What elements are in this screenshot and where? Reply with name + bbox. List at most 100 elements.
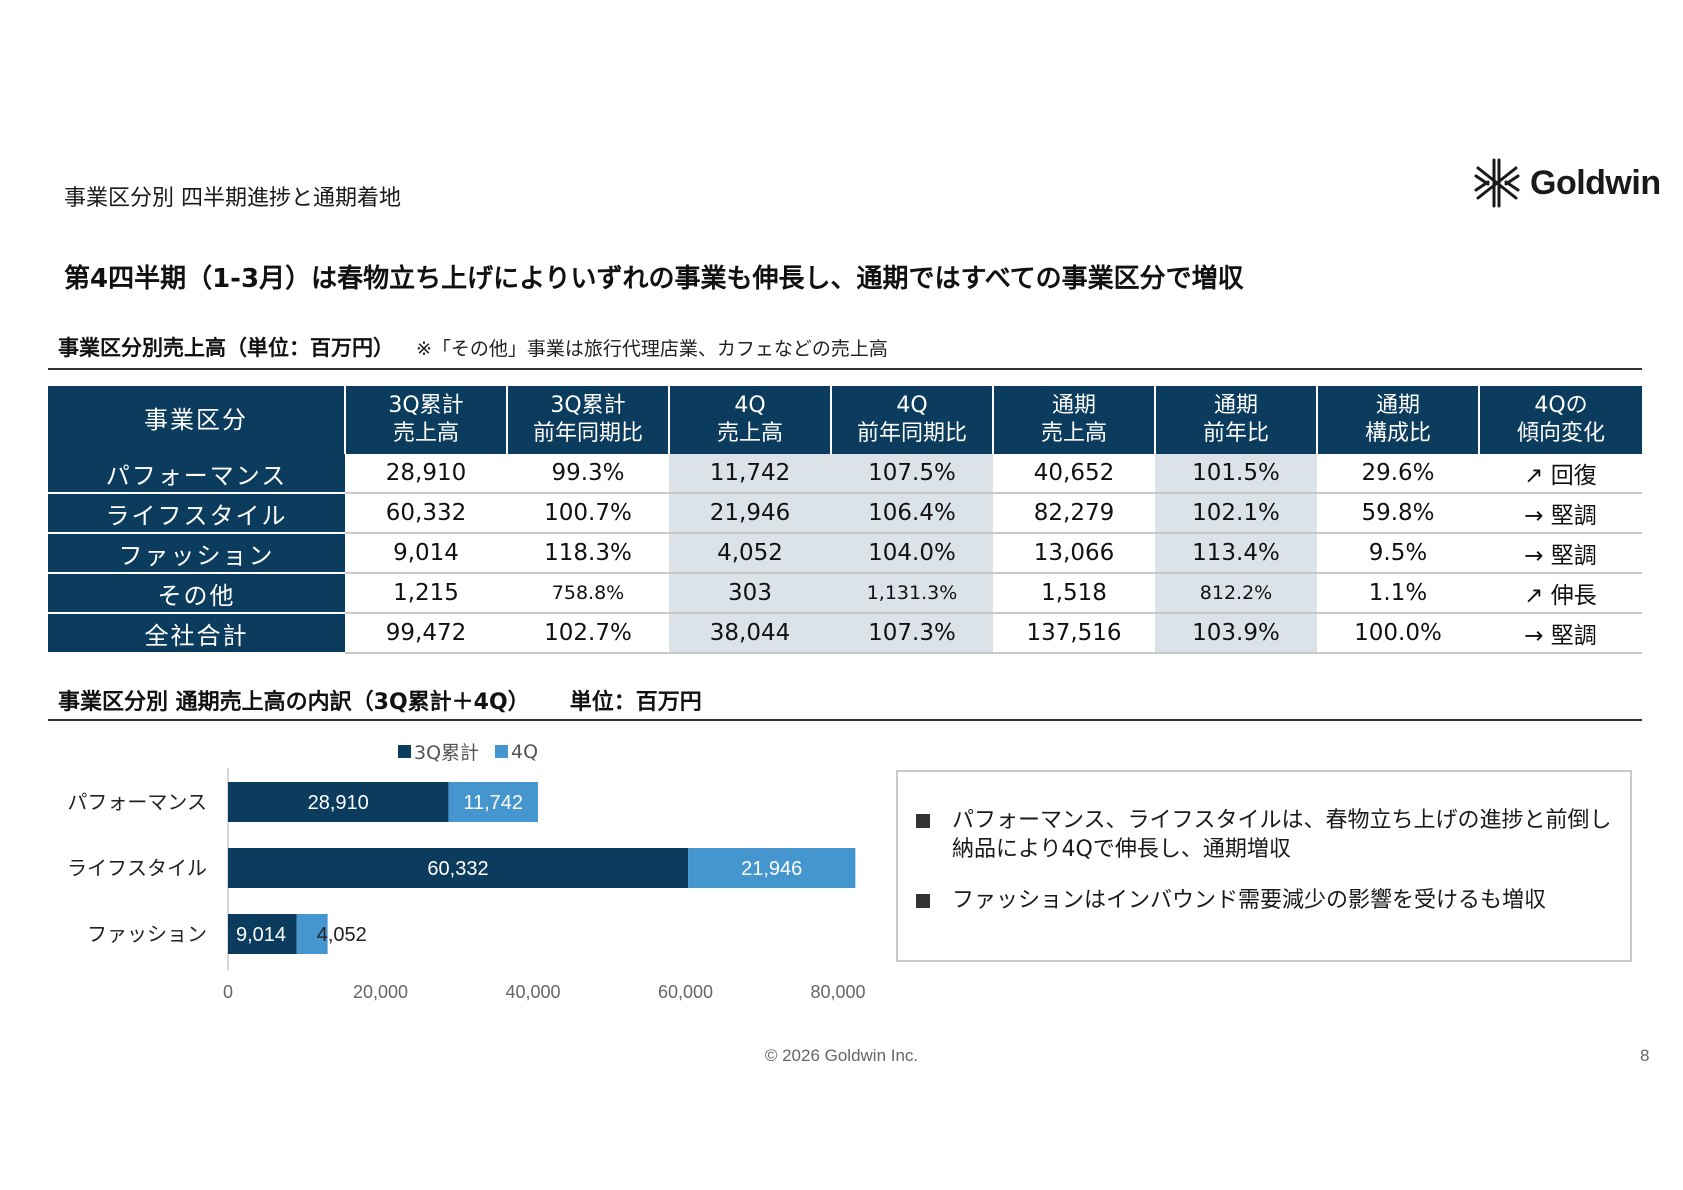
value-cell: 107.3% [831, 613, 993, 654]
chart-section-title: 事業区分別 通期売上高の内訳（3Q累計＋4Q） 単位：百万円 [58, 684, 702, 716]
value-cell: 11,742 [669, 454, 831, 494]
table-title-rule [48, 368, 1642, 370]
table-row: 全社合計 99,472 102.7% 38,044 107.3% 137,516 103.9… [48, 613, 1642, 654]
x-tick-label: 80,000 [810, 982, 865, 1002]
x-tick-label: 40,000 [505, 982, 560, 1002]
value-cell: 13,066 [993, 533, 1155, 574]
value-cell: 9.5% [1317, 533, 1479, 574]
table-section-title: 事業区分別売上高（単位：百万円） ※「その他」事業は旅行代理店業、カフェなどの売上… [58, 332, 888, 362]
value-cell: 118.3% [507, 533, 669, 574]
value-cell: 38,044 [669, 613, 831, 654]
category-label: パフォーマンス [67, 790, 207, 814]
segment-name-cell: その他 [48, 573, 345, 614]
category-label: ファッション [87, 922, 207, 946]
header-cell: 通期 売上高 [993, 386, 1156, 454]
segment-name-cell: パフォーマンス [48, 454, 345, 494]
segment-sales-table: 事業区分 3Q累計 売上高 3Q累計 前年同期比 4Q 売上高 4Q 前年同期比 通期 売… [48, 386, 1642, 654]
header-cell: 3Q累計 前年同期比 [507, 386, 670, 454]
goldwin-logo: Goldwin [1472, 155, 1662, 211]
header-cell: 通期 構成比 [1317, 386, 1480, 454]
value-cell: 99,472 [345, 613, 507, 654]
legend-swatch-4q [495, 745, 509, 758]
table-header-row: 事業区分 3Q累計 売上高 3Q累計 前年同期比 4Q 売上高 4Q 前年同期比 通期 売… [48, 386, 1642, 454]
header-segment: 事業区分 [48, 386, 346, 454]
value-cell: 113.4% [1155, 533, 1317, 574]
value-cell: 28,910 [345, 454, 507, 494]
value-cell: 60,332 [345, 493, 507, 534]
copyright: © 2026 Goldwin Inc. [764, 1046, 919, 1065]
trend-cell: → 堅調 [1479, 613, 1642, 654]
chart-unit: 単位：百万円 [569, 690, 702, 715]
bar-4q [688, 848, 856, 888]
value-cell: 59.8% [1317, 493, 1479, 534]
value-cell: 102.1% [1155, 493, 1317, 534]
value-cell: 100.0% [1317, 613, 1479, 654]
table-body: パフォーマンス 28,910 99.3% 11,742 107.5% 40,652 101.… [48, 454, 1642, 654]
value-cell: 107.5% [831, 454, 993, 494]
value-cell: 1,518 [993, 573, 1155, 614]
note-text: パフォーマンス、ライフスタイルは、春物立ち上げの進捗と前倒し納品により4Qで伸長… [952, 808, 1612, 862]
value-cell: 1,215 [345, 573, 507, 614]
value-cell: 106.4% [831, 493, 993, 534]
section-label: 事業区分別 四半期進捗と通期着地 [64, 186, 401, 211]
segment-name-cell: ライフスタイル [48, 493, 345, 534]
value-cell: 100.7% [507, 493, 669, 534]
square-bullet-icon [916, 814, 930, 828]
value-cell: 104.0% [831, 533, 993, 574]
logo-wordmark: Goldwin [1530, 163, 1661, 202]
bar-4q [296, 914, 328, 954]
value-cell: 1,131.3% [831, 573, 993, 614]
value-cell: 9,014 [345, 533, 507, 574]
breakdown-bar-chart: パフォーマンス 28,910 11,742 ライフスタイル 60,332 21,946 ファ… [67, 768, 866, 1002]
header-cell: 4Q 前年同期比 [831, 386, 994, 454]
x-tick-label: 60,000 [658, 982, 713, 1002]
value-cell: 1.1% [1317, 573, 1479, 614]
bar-value-label: 11,742 [463, 792, 523, 814]
chart-legend: 3Q累計 4Q [398, 738, 538, 765]
trend-cell: → 堅調 [1479, 493, 1642, 534]
table-row: ライフスタイル 60,332 100.7% 21,946 106.4% 82,279 102… [48, 493, 1642, 534]
value-cell: 21,946 [669, 493, 831, 534]
headline: 第4四半期（1-3月）は春物立ち上げによりいずれの事業も伸長し、通期ではすべての… [64, 264, 1244, 294]
bar-4q [448, 782, 538, 822]
header-cell: 4Q 売上高 [669, 386, 832, 454]
bar-value-label: 4,052 [317, 924, 367, 946]
value-cell: 102.7% [507, 613, 669, 654]
bar-3q [228, 914, 297, 954]
header-cell: 通期 前年比 [1155, 386, 1318, 454]
trend-cell: ↗ 伸長 [1479, 573, 1642, 614]
legend-label-4q: 4Q [511, 740, 539, 763]
value-cell: 29.6% [1317, 454, 1479, 494]
value-cell: 812.2% [1155, 573, 1317, 614]
value-cell: 303 [669, 573, 831, 614]
trend-cell: ↗ 回復 [1479, 454, 1642, 494]
chart-title: 事業区分別 通期売上高の内訳（3Q累計＋4Q） [58, 690, 530, 715]
bar-value-label: 21,946 [741, 858, 802, 880]
chart-title-rule [48, 719, 1642, 721]
table-row: パフォーマンス 28,910 99.3% 11,742 107.5% 40,652 101.… [48, 454, 1642, 494]
table-title: 事業区分別売上高（単位：百万円） [58, 336, 394, 360]
value-cell: 103.9% [1155, 613, 1317, 654]
value-cell: 82,279 [993, 493, 1155, 534]
segment-name-cell: ファッション [48, 533, 345, 574]
value-cell: 40,652 [993, 454, 1155, 494]
notes-box: パフォーマンス、ライフスタイルは、春物立ち上げの進捗と前倒し納品により4Qで伸長… [896, 770, 1632, 962]
legend-label-3q: 3Q累計 [414, 742, 480, 764]
value-cell: 758.8% [507, 573, 669, 614]
value-cell: 137,516 [993, 613, 1155, 654]
trend-cell: → 堅調 [1479, 533, 1642, 574]
value-cell: 101.5% [1155, 454, 1317, 494]
table-row: その他 1,215 758.8% 303 1,131.3% 1,518 812.2% 1.1%… [48, 573, 1642, 614]
square-bullet-icon [916, 894, 930, 908]
bar-value-label: 28,910 [308, 792, 369, 814]
bar-value-label: 60,332 [427, 858, 488, 880]
header-cell: 3Q累計 売上高 [345, 386, 508, 454]
note-item: パフォーマンス、ライフスタイルは、春物立ち上げの進捗と前倒し納品により4Qで伸長… [916, 806, 1614, 864]
value-cell: 4,052 [669, 533, 831, 574]
table-note: ※「その他」事業は旅行代理店業、カフェなどの売上高 [416, 338, 888, 360]
note-item: ファッションはインバウンド需要減少の影響を受けるも増収 [916, 886, 1614, 915]
x-tick-label: 0 [223, 982, 233, 1002]
bar-3q [228, 782, 449, 822]
table-row: ファッション 9,014 118.3% 4,052 104.0% 13,066 113.4%… [48, 533, 1642, 574]
category-label: ライフスタイル [67, 856, 207, 880]
